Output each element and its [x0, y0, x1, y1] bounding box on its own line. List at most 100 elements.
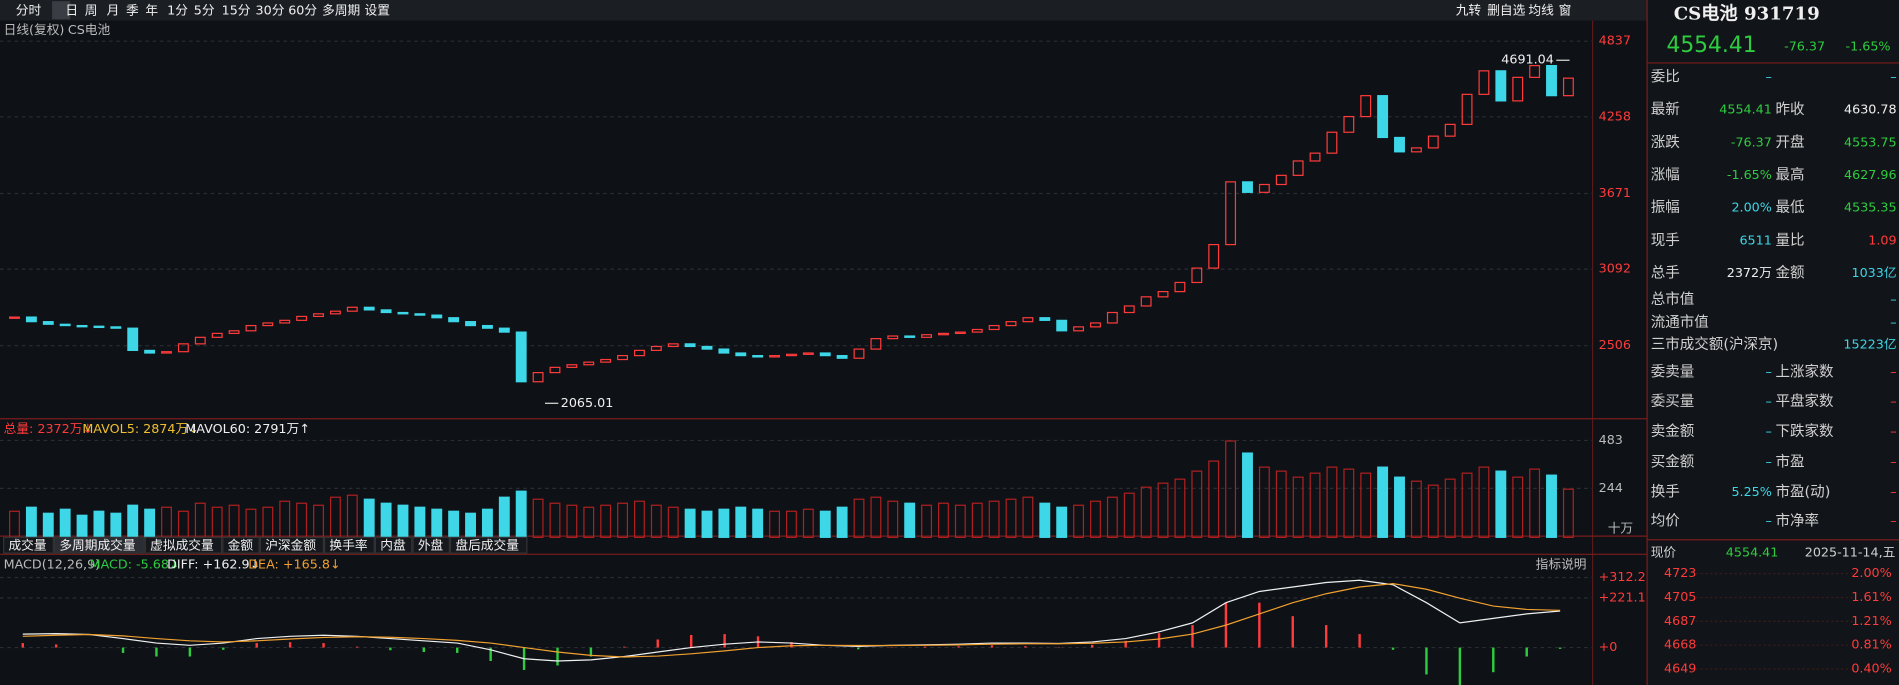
- volume-bar: [414, 506, 426, 538]
- row-label: 换手: [1651, 484, 1680, 501]
- candle: [1191, 267, 1203, 284]
- candle: [802, 352, 814, 355]
- tab[interactable]: [412, 536, 450, 554]
- tab-label[interactable]: 金额: [228, 537, 254, 552]
- tab[interactable]: [259, 536, 324, 554]
- candle: [971, 328, 983, 333]
- volume-bar: [1546, 474, 1557, 538]
- period-button[interactable]: 年: [145, 2, 158, 17]
- tab[interactable]: [323, 536, 375, 554]
- period-button[interactable]: 30分: [256, 2, 285, 17]
- candle: [954, 331, 966, 335]
- quote-title: CS电池 931719: [1674, 3, 1820, 25]
- period-button[interactable]: 季: [126, 2, 139, 17]
- candle: [684, 343, 696, 348]
- candle: [1090, 322, 1101, 328]
- help-button[interactable]: 指标说明: [1536, 557, 1587, 572]
- tab[interactable]: [374, 536, 413, 554]
- row-label: 量比: [1775, 232, 1804, 249]
- candle: [1410, 147, 1422, 153]
- candle: [870, 338, 882, 350]
- quote-change: -76.37: [1784, 39, 1825, 54]
- period-button[interactable]: 5分: [194, 2, 215, 17]
- candle: [1461, 93, 1473, 126]
- period-button[interactable]: 月: [107, 2, 120, 17]
- volume-bar: [25, 506, 37, 538]
- tab[interactable]: [144, 536, 223, 554]
- period-button[interactable]: 多周期: [322, 2, 360, 17]
- chart-name: CS电池: [68, 22, 111, 37]
- tool-button[interactable]: 删自选: [1487, 2, 1525, 17]
- volume-unit: 十万: [1608, 520, 1633, 535]
- tab[interactable]: [53, 536, 145, 554]
- tool-button[interactable]: 窗: [1559, 2, 1572, 17]
- row-value: 4554.41: [1719, 102, 1772, 117]
- period-button[interactable]: 分时: [16, 2, 42, 17]
- volume-bar: [1495, 470, 1507, 538]
- row-value: –: [1765, 454, 1771, 469]
- period-button[interactable]: 日: [65, 2, 78, 17]
- period-button[interactable]: 周: [85, 2, 98, 17]
- row-value: 6511: [1739, 232, 1771, 247]
- tab-label[interactable]: 外盘: [418, 537, 444, 552]
- tab-label[interactable]: 沪深金额: [265, 537, 316, 552]
- volume-bar: [1309, 472, 1321, 538]
- macd-value: MACD: -5.68↓: [90, 557, 180, 572]
- row-label: 总市值: [1651, 291, 1695, 308]
- row-value: 4535.35: [1844, 200, 1897, 215]
- row-label: 市净率: [1775, 513, 1819, 530]
- candle: [228, 330, 240, 335]
- row-label: 最新: [1651, 101, 1680, 118]
- period-button[interactable]: 1分: [167, 2, 188, 17]
- volume-bar: [650, 504, 662, 538]
- volume-bar: [1478, 466, 1490, 538]
- candle: [329, 310, 341, 315]
- candle: [566, 364, 578, 368]
- candle: [431, 314, 443, 319]
- candle: [194, 336, 206, 345]
- tab[interactable]: [3, 536, 54, 554]
- candle: [1039, 317, 1051, 321]
- tab-label[interactable]: 内盘: [380, 537, 406, 552]
- volume-bar: [363, 498, 375, 538]
- tab[interactable]: [222, 536, 260, 554]
- candle: [76, 324, 88, 328]
- volume-bar: [1394, 476, 1405, 538]
- period-button[interactable]: 15分: [222, 2, 251, 17]
- mini-pct: 0.81%: [1851, 637, 1891, 652]
- period-button[interactable]: 设置: [365, 2, 390, 17]
- candle: [988, 324, 1000, 331]
- row-label: 流通市值: [1651, 314, 1709, 331]
- mini-pct: 1.21%: [1851, 613, 1891, 628]
- tab-label[interactable]: 换手率: [329, 537, 367, 552]
- candle: [245, 324, 257, 332]
- diff-line: [22, 579, 1561, 662]
- candle: [93, 325, 105, 329]
- tab-label[interactable]: 虚拟成交量: [150, 537, 214, 552]
- period-button[interactable]: 60分: [288, 2, 317, 17]
- tab[interactable]: [449, 536, 528, 554]
- tab-label[interactable]: 成交量: [8, 537, 46, 552]
- volume-bar: [1343, 468, 1355, 538]
- volume-bar: [1073, 504, 1085, 538]
- row-label: 均价: [1651, 513, 1681, 530]
- candle: [1394, 136, 1405, 153]
- tab-label[interactable]: 盘后成交量: [455, 537, 519, 552]
- tab-label[interactable]: 多周期成交量: [59, 537, 136, 552]
- row-value: 1.09: [1868, 232, 1896, 247]
- candle: [9, 316, 20, 319]
- candle: [161, 351, 172, 354]
- volume-bar: [431, 508, 443, 538]
- tool-button[interactable]: 均线: [1528, 2, 1554, 17]
- row-label: 市盈: [1775, 453, 1804, 470]
- candle: [346, 306, 358, 312]
- candle: [1562, 77, 1574, 97]
- volume-bar: [1529, 468, 1541, 538]
- row-value: –: [1765, 69, 1771, 84]
- volume-bar: [566, 504, 578, 538]
- volume-bar: [498, 496, 510, 538]
- tool-button[interactable]: 九转: [1456, 2, 1482, 17]
- candle: [59, 323, 71, 327]
- volume-bar: [701, 510, 713, 538]
- volume-bar: [752, 508, 764, 538]
